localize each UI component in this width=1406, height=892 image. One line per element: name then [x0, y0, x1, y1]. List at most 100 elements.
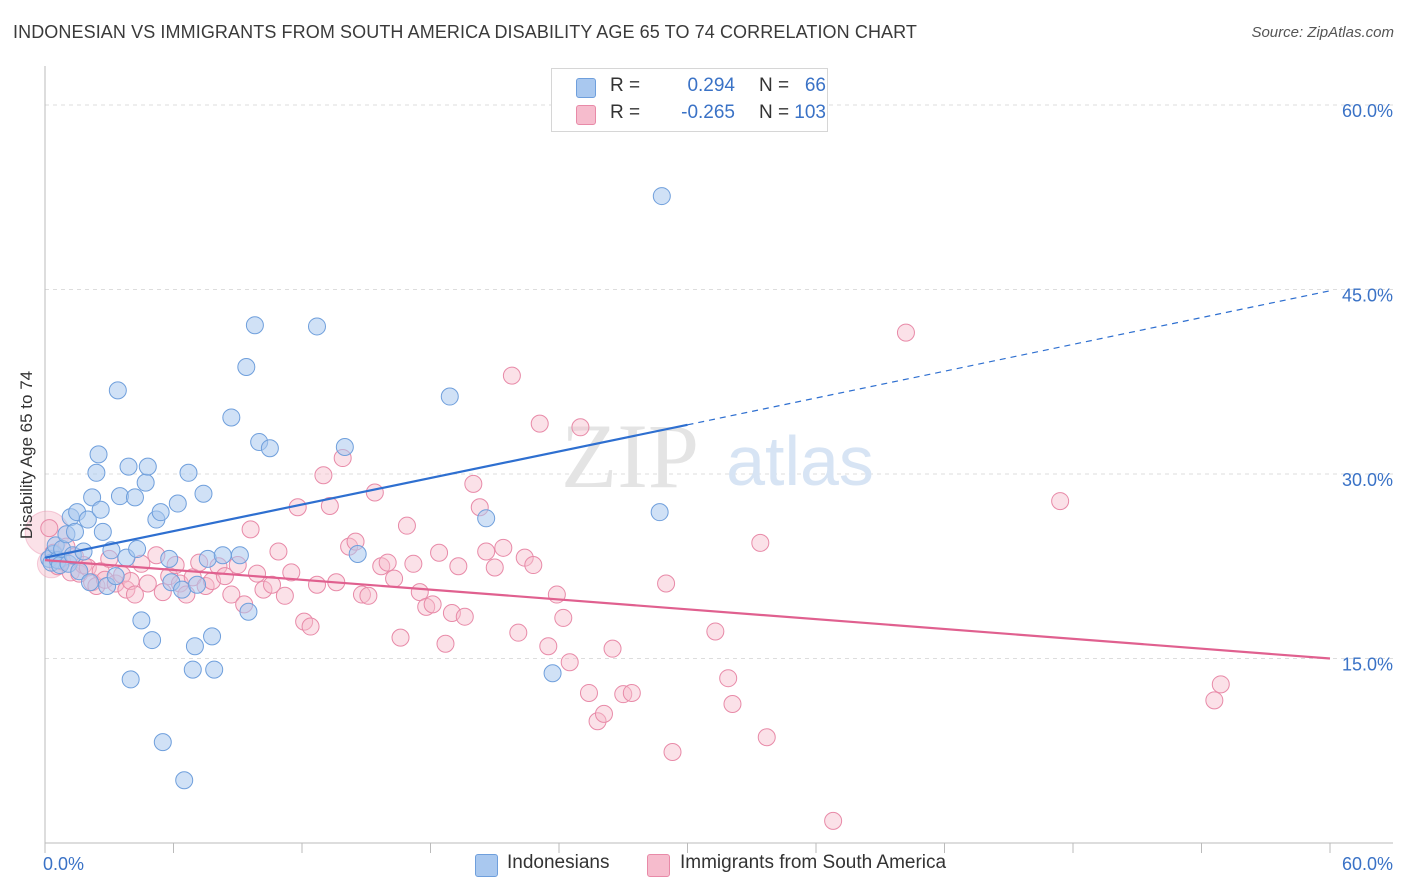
axes [44, 66, 1393, 853]
data-point [579, 683, 598, 702]
data-point [110, 487, 129, 506]
data-point [245, 316, 264, 335]
data-point [1211, 675, 1230, 694]
data-point [1051, 492, 1070, 511]
trend-line-indonesians [44, 423, 688, 559]
data-point [436, 634, 455, 653]
data-point [198, 549, 217, 568]
y-tick-label: 60.0% [1342, 101, 1393, 121]
data-point [588, 712, 607, 731]
data-point [121, 670, 140, 689]
y-tick-label: 30.0% [1342, 470, 1393, 490]
data-point [485, 558, 504, 577]
data-point [83, 488, 102, 507]
data-point [254, 580, 273, 599]
grid-lines [45, 104, 1393, 660]
data-point [423, 595, 442, 614]
data-point [348, 544, 367, 563]
data-point [663, 742, 682, 761]
data-point [594, 704, 613, 723]
data-point [622, 683, 641, 702]
data-point [650, 503, 669, 522]
data-point [125, 488, 144, 507]
data-point [477, 509, 496, 528]
legend-r-value: 0.294 [687, 75, 735, 96]
data-point [603, 639, 622, 658]
series-legend: Indonesians Immigrants from South Americ… [0, 852, 1406, 878]
data-point [106, 567, 125, 586]
data-point [560, 653, 579, 672]
data-point [502, 366, 521, 385]
data-point [554, 608, 573, 627]
data-point [138, 574, 157, 593]
data-point [179, 463, 198, 482]
y-axis-label: Disability Age 65 to 74 [17, 370, 36, 540]
correlation-legend: R = 0.294 N = 66 R = -0.265 N = 103 [551, 68, 828, 132]
data-point [1205, 691, 1224, 710]
data-point [89, 445, 108, 464]
data-point [263, 575, 282, 594]
data-point [143, 631, 162, 650]
data-point [230, 546, 249, 565]
legend-swatch-blue [576, 78, 596, 98]
legend-r-label: R = [610, 102, 641, 123]
data-point [378, 553, 397, 572]
data-point [430, 543, 449, 562]
data-point [205, 660, 224, 679]
data-point [91, 500, 110, 519]
data-point [543, 664, 562, 683]
data-point [213, 546, 232, 565]
data-point [138, 457, 157, 476]
legend-n-value: 66 [804, 75, 826, 96]
data-point [241, 520, 260, 539]
y-tick-label: 15.0% [1342, 655, 1393, 675]
data-point [449, 557, 468, 576]
data-point [391, 628, 410, 647]
data-point [215, 567, 234, 586]
data-point [248, 564, 267, 583]
data-point [352, 585, 371, 604]
data-point [194, 484, 213, 503]
tick-labels: 15.0% 30.0% 45.0% 60.0% 0.0% 60.0% [43, 101, 1393, 874]
data-point [78, 510, 97, 529]
trend-line-immigrants [44, 559, 1331, 660]
legend-n-label: N = [759, 75, 790, 96]
data-point [706, 622, 725, 641]
data-point [301, 617, 320, 636]
y-tick-label: 45.0% [1342, 286, 1393, 306]
data-point [269, 542, 288, 561]
watermark-atlas: atlas [726, 422, 874, 500]
data-point [119, 457, 138, 476]
data-point [723, 695, 742, 714]
data-point [87, 463, 106, 482]
data-point [175, 771, 194, 790]
series-immigrants-points [24, 323, 1230, 830]
source-label: Source: ZipAtlas.com [1251, 24, 1394, 41]
data-point [571, 418, 590, 437]
data-point [464, 474, 483, 493]
legend-r-label: R = [610, 75, 641, 96]
data-point [168, 494, 187, 513]
data-point [275, 586, 294, 605]
data-point [307, 575, 326, 594]
data-point [188, 575, 207, 594]
data-point [128, 540, 147, 559]
data-point [222, 408, 241, 427]
data-point [335, 437, 354, 456]
data-point [80, 573, 99, 592]
data-point [509, 623, 528, 642]
data-point [40, 519, 59, 538]
data-point [282, 563, 301, 582]
data-point [173, 580, 192, 599]
data-point [153, 733, 172, 752]
data-point [494, 538, 513, 557]
data-point [404, 554, 423, 573]
data-point [320, 497, 339, 516]
legend-n-value: 103 [794, 102, 826, 123]
legend-swatch-indonesians [475, 854, 498, 877]
data-point [260, 439, 279, 458]
data-point [239, 602, 258, 621]
data-point [385, 569, 404, 588]
trend-lines [44, 290, 1331, 660]
